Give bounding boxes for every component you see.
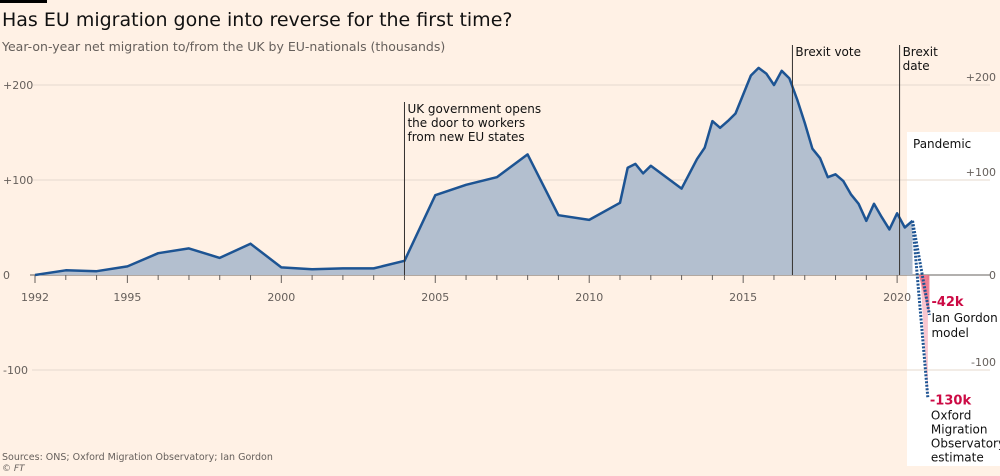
gordon-value-label: -42k xyxy=(931,295,963,310)
oxford-name-label: Observatory xyxy=(931,437,1000,451)
oxford-name-label: Migration xyxy=(931,423,988,437)
gordon-name-label-2: model xyxy=(931,326,968,340)
x-tick-label: 2015 xyxy=(729,291,757,304)
area-fill xyxy=(35,67,913,276)
oxford-name-label: estimate xyxy=(931,451,984,465)
oxford-value-label: -130k xyxy=(930,394,972,409)
oxford-name-label: Oxford xyxy=(931,409,971,423)
source-note: Sources: ONS; Oxford Migration Observato… xyxy=(2,452,273,463)
y-tick-label-left: -100 xyxy=(3,364,28,377)
x-tick-label: 2020 xyxy=(883,291,911,304)
projection-line-oxford xyxy=(911,220,930,399)
x-tick-label: 1992 xyxy=(21,291,49,304)
x-tick-label: 2005 xyxy=(421,291,449,304)
series-line xyxy=(34,66,914,277)
annotation-text: Brexit vote xyxy=(795,45,861,59)
chart-subtitle: Year-on-year net migration to/from the U… xyxy=(2,39,446,54)
annotation-text: the door to workers xyxy=(407,116,525,130)
annotation-text: from new EU states xyxy=(407,130,524,144)
y-tick-label-left: +100 xyxy=(3,174,33,187)
y-tick-label-right: 0 xyxy=(989,269,996,282)
gordon-name-label-1: Ian Gordon xyxy=(931,311,997,325)
y-tick-label-right: +200 xyxy=(966,71,996,84)
y-tick-label-right: -100 xyxy=(971,356,996,369)
x-tick-label: 2010 xyxy=(575,291,603,304)
annotation-text: UK government opens xyxy=(407,102,541,116)
y-tick-label-right: +100 xyxy=(966,166,996,179)
y-tick-label-left: +200 xyxy=(3,79,33,92)
x-tick-label: 2000 xyxy=(267,291,295,304)
x-tick-label: 1995 xyxy=(113,291,141,304)
y-tick-label-left: 0 xyxy=(3,269,10,282)
chart-title: Has EU migration gone into reverse for t… xyxy=(2,9,513,31)
pandemic-label: Pandemic xyxy=(913,137,971,151)
annotation-text: Brexit xyxy=(903,45,939,59)
ft-topbar xyxy=(0,0,47,3)
annotation-text: date xyxy=(903,59,930,73)
projection-shade-gordon xyxy=(918,275,930,315)
credit: © FT xyxy=(2,464,25,474)
